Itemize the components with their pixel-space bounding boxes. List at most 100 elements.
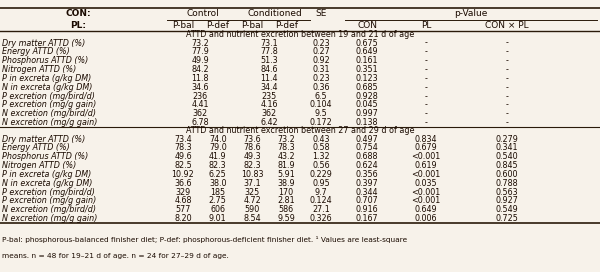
- Text: 84.2: 84.2: [191, 65, 209, 74]
- Text: 77.8: 77.8: [260, 47, 278, 56]
- Text: 0.679: 0.679: [415, 143, 437, 152]
- Text: N excretion (mg/g gain): N excretion (mg/g gain): [2, 214, 97, 223]
- Text: N excretion (mg/g gain): N excretion (mg/g gain): [2, 118, 97, 127]
- Text: 0.649: 0.649: [415, 205, 437, 214]
- Text: 0.161: 0.161: [356, 56, 379, 65]
- Text: 0.31: 0.31: [312, 65, 330, 74]
- Text: 0.341: 0.341: [496, 143, 518, 152]
- Text: 586: 586: [278, 205, 294, 214]
- Text: Conditioned: Conditioned: [247, 10, 302, 18]
- Text: Nitrogen ATTD (%): Nitrogen ATTD (%): [2, 161, 76, 170]
- Text: Control: Control: [186, 10, 219, 18]
- Text: 82.3: 82.3: [209, 161, 227, 170]
- Text: 0.27: 0.27: [312, 47, 330, 56]
- Text: 606: 606: [210, 205, 226, 214]
- Text: ATTD and nutrient excretion between 19 and 21 d of age: ATTD and nutrient excretion between 19 a…: [186, 30, 414, 39]
- Text: 38.0: 38.0: [209, 179, 227, 188]
- Text: 0.497: 0.497: [356, 135, 379, 144]
- Text: 0.397: 0.397: [356, 179, 379, 188]
- Text: 11.4: 11.4: [260, 74, 278, 83]
- Text: 236: 236: [193, 92, 208, 101]
- Text: 362: 362: [193, 109, 208, 118]
- Text: 8.54: 8.54: [243, 214, 261, 223]
- Text: 10.83: 10.83: [241, 170, 263, 179]
- Text: 81.9: 81.9: [277, 161, 295, 170]
- Text: 0.916: 0.916: [356, 205, 379, 214]
- Text: 362: 362: [262, 109, 277, 118]
- Text: 73.4: 73.4: [174, 135, 192, 144]
- Text: -: -: [425, 56, 427, 65]
- Text: -: -: [506, 65, 508, 74]
- Text: P-def: P-def: [206, 21, 229, 30]
- Text: 0.92: 0.92: [312, 56, 330, 65]
- Text: CON × PL: CON × PL: [485, 21, 529, 30]
- Text: 0.035: 0.035: [415, 179, 437, 188]
- Text: 6.25: 6.25: [209, 170, 227, 179]
- Text: 0.006: 0.006: [415, 214, 437, 223]
- Text: 73.1: 73.1: [260, 39, 278, 48]
- Text: -: -: [506, 56, 508, 65]
- Text: 2.81: 2.81: [277, 196, 295, 205]
- Text: 0.123: 0.123: [356, 74, 379, 83]
- Text: 73.2: 73.2: [277, 135, 295, 144]
- Text: -: -: [506, 39, 508, 48]
- Text: 6.42: 6.42: [260, 118, 278, 127]
- Text: -: -: [425, 118, 427, 127]
- Text: 2.75: 2.75: [209, 196, 227, 205]
- Text: 0.788: 0.788: [496, 179, 518, 188]
- Text: 325: 325: [244, 188, 260, 197]
- Text: 170: 170: [278, 188, 294, 197]
- Text: ATTD and nutrient excretion between 27 and 29 d of age: ATTD and nutrient excretion between 27 a…: [186, 126, 414, 135]
- Text: CON:: CON:: [65, 10, 91, 18]
- Text: 36.6: 36.6: [174, 179, 192, 188]
- Text: 0.845: 0.845: [496, 161, 518, 170]
- Text: 43.2: 43.2: [277, 152, 295, 161]
- Text: -: -: [506, 74, 508, 83]
- Text: 9.7: 9.7: [314, 188, 328, 197]
- Text: 37.1: 37.1: [243, 179, 261, 188]
- Text: 0.685: 0.685: [356, 83, 379, 92]
- Text: -: -: [506, 92, 508, 101]
- Text: 34.4: 34.4: [260, 83, 278, 92]
- Text: Dry matter ATTD (%): Dry matter ATTD (%): [2, 39, 85, 48]
- Text: 329: 329: [175, 188, 191, 197]
- Text: P-bal: P-bal: [241, 21, 263, 30]
- Text: -: -: [425, 83, 427, 92]
- Text: -: -: [506, 118, 508, 127]
- Text: 0.167: 0.167: [356, 214, 379, 223]
- Text: Energy ATTD (%): Energy ATTD (%): [2, 47, 70, 56]
- Text: <0.001: <0.001: [412, 196, 440, 205]
- Text: 0.688: 0.688: [356, 152, 379, 161]
- Text: 0.326: 0.326: [310, 214, 332, 223]
- Text: Phosphorus ATTD (%): Phosphorus ATTD (%): [2, 56, 88, 65]
- Text: 0.56: 0.56: [312, 161, 330, 170]
- Text: 8.20: 8.20: [174, 214, 192, 223]
- Text: 0.43: 0.43: [312, 135, 330, 144]
- Text: 10.92: 10.92: [172, 170, 194, 179]
- Text: 577: 577: [175, 205, 191, 214]
- Text: P-def: P-def: [275, 21, 298, 30]
- Text: -: -: [506, 109, 508, 118]
- Text: 77.9: 77.9: [191, 47, 209, 56]
- Text: 82.3: 82.3: [243, 161, 261, 170]
- Text: CON: CON: [357, 21, 377, 30]
- Text: <0.001: <0.001: [412, 170, 440, 179]
- Text: 82.5: 82.5: [174, 161, 192, 170]
- Text: Phosphorus ATTD (%): Phosphorus ATTD (%): [2, 152, 88, 161]
- Text: 0.138: 0.138: [356, 118, 379, 127]
- Text: P excretion (mg/bird/d): P excretion (mg/bird/d): [2, 92, 95, 101]
- Text: 0.58: 0.58: [312, 143, 330, 152]
- Text: 34.6: 34.6: [191, 83, 209, 92]
- Text: <0.001: <0.001: [412, 152, 440, 161]
- Text: 0.104: 0.104: [310, 100, 332, 110]
- Text: 0.172: 0.172: [310, 118, 332, 127]
- Text: 9.01: 9.01: [209, 214, 227, 223]
- Text: Energy ATTD (%): Energy ATTD (%): [2, 143, 70, 152]
- Text: -: -: [506, 83, 508, 92]
- Text: 27.1: 27.1: [312, 205, 330, 214]
- Text: 6.78: 6.78: [191, 118, 209, 127]
- Text: -: -: [425, 65, 427, 74]
- Text: 0.997: 0.997: [356, 109, 379, 118]
- Text: 0.356: 0.356: [356, 170, 379, 179]
- Text: 11.8: 11.8: [191, 74, 209, 83]
